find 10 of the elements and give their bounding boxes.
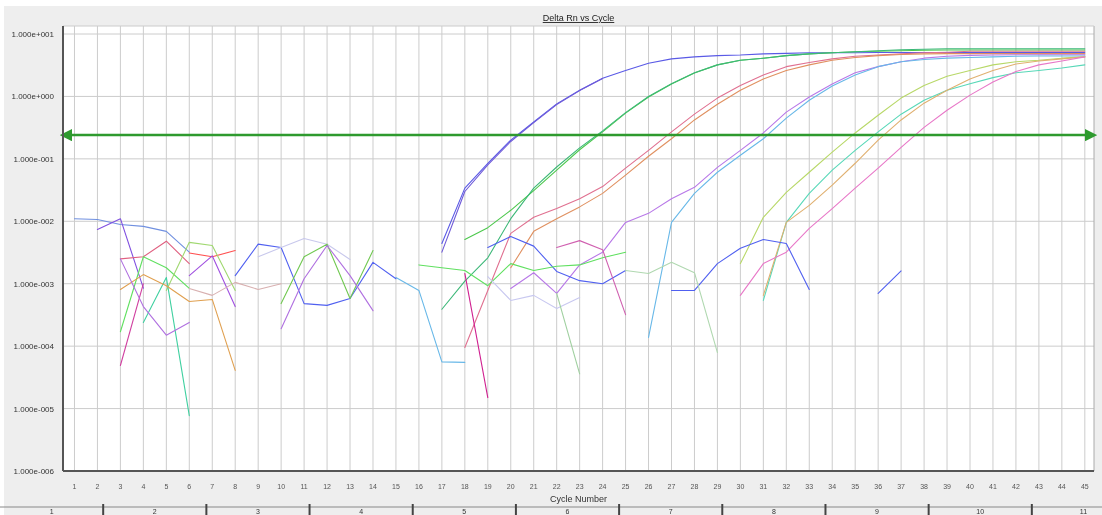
y-tick-label: 1.000e-001	[13, 154, 55, 164]
y-tick-label: 1.000e-006	[13, 467, 55, 476]
y-tick-label: 1.000e-005	[13, 404, 55, 414]
y-tick-label: 1.000e+000	[11, 92, 55, 102]
x-axis-title: Cycle Number	[549, 494, 608, 504]
y-tick-label: 1.000e-003	[13, 279, 55, 289]
chart-title: Delta Rn vs Cycle	[542, 13, 615, 23]
y-tick-label: 1.000e+001	[11, 30, 55, 39]
y-tick-label: 1.000e-002	[13, 217, 55, 227]
y-tick-label: 1.000e-004	[13, 342, 55, 352]
